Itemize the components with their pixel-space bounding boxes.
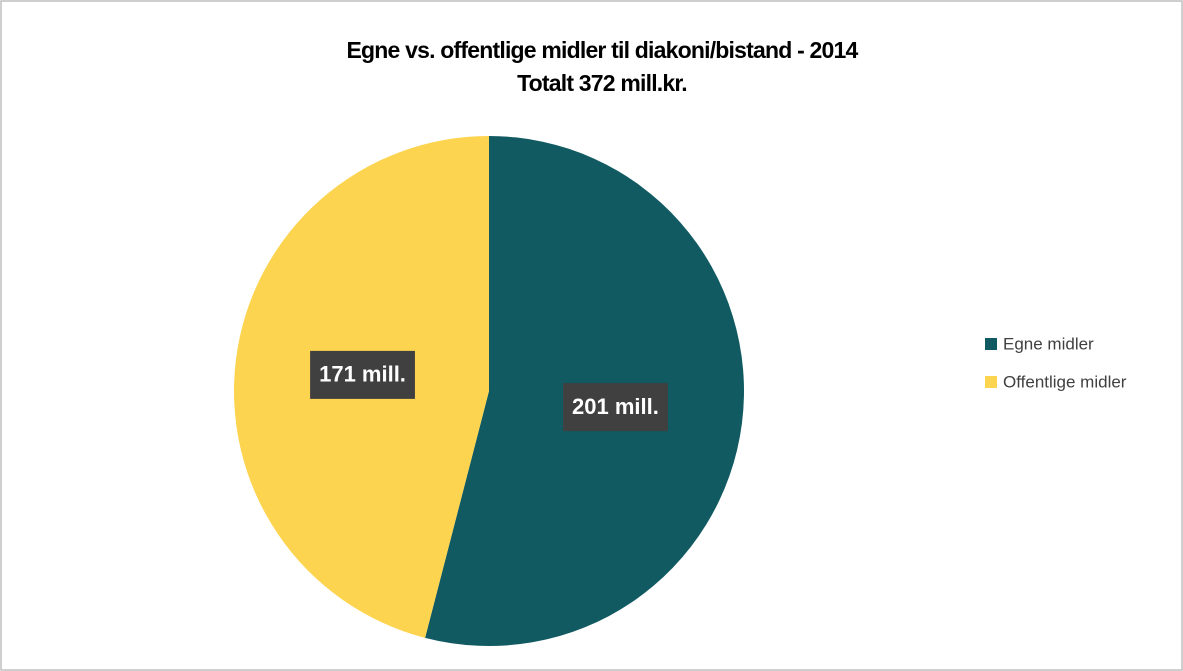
legend-swatch xyxy=(985,338,997,350)
value-label: 171 mill. xyxy=(319,362,406,387)
legend-text: Offentlige midler xyxy=(1003,372,1127,391)
value-label-box xyxy=(563,383,668,432)
value-label-box xyxy=(310,350,415,399)
chart-subtitle: Totalt 372 mill.kr. xyxy=(517,70,687,96)
legend-text: Egne midler xyxy=(1003,334,1094,353)
value-label: 201 mill. xyxy=(572,394,659,419)
chart-title: Egne vs. offentlige midler til diakoni/b… xyxy=(347,37,859,63)
legend-swatch xyxy=(985,376,997,388)
